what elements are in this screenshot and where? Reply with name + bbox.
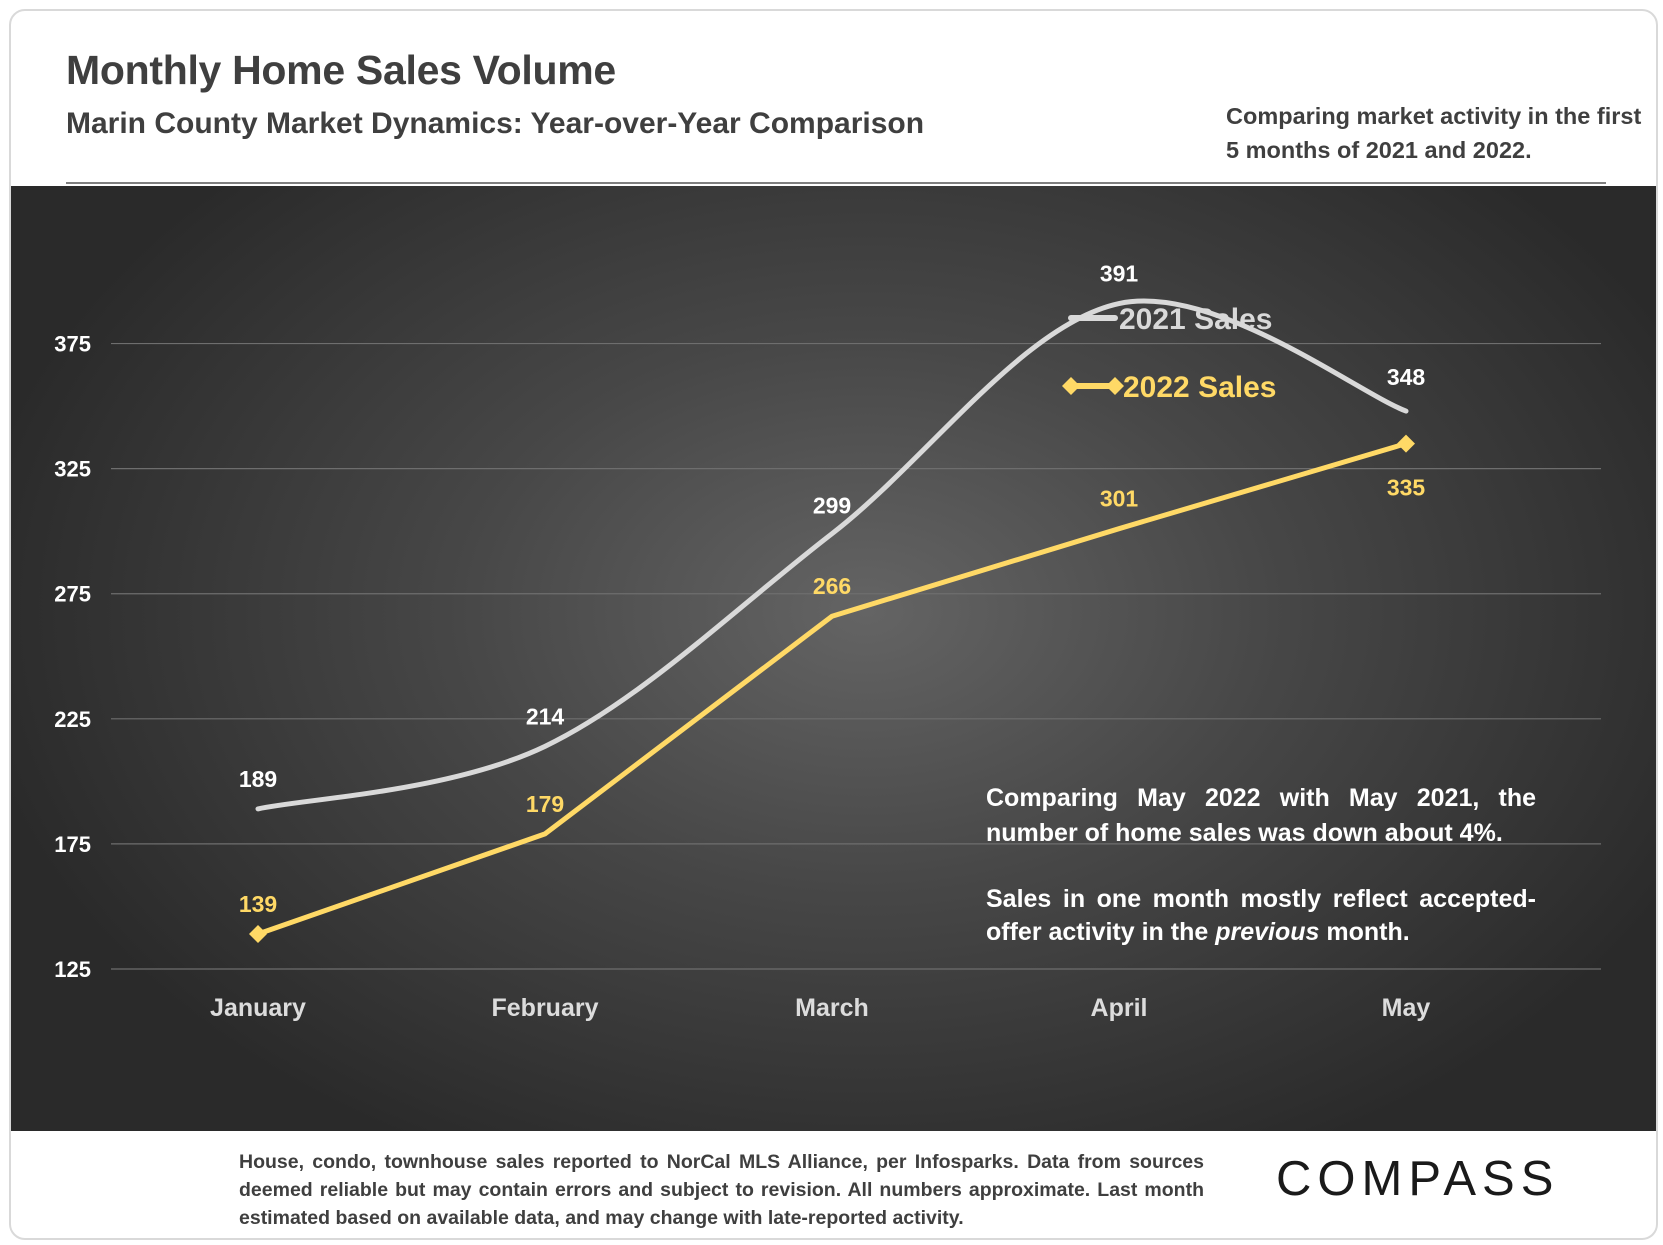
y-tick-label: 125	[54, 957, 91, 982]
x-tick-label: February	[492, 994, 599, 1022]
source-footnote: House, condo, townhouse sales reported t…	[239, 1151, 1204, 1229]
plot-area: 125 175 225 275 325 375 January February March Ap…	[11, 186, 1656, 1131]
data-label: 299	[813, 493, 851, 519]
y-tick-label: 375	[54, 332, 91, 357]
compass-logo: COMPASS	[1276, 1152, 1560, 1206]
chart-subtitle: Marin County Market Dynamics: Year-over-…	[66, 107, 925, 140]
commentary-text-2: Sales in one month mostly reflect accept…	[986, 883, 1536, 949]
data-label: 139	[239, 891, 277, 917]
series-line-1	[255, 298, 1409, 812]
legend-label-2022: 2022 Sales	[1123, 371, 1276, 404]
commentary-text-2a: Sales in one month mostly reflect accept…	[986, 885, 1536, 946]
x-tick-label: January	[210, 994, 306, 1022]
commentary-emphasis: previous	[1215, 918, 1320, 946]
series-marker	[1397, 434, 1415, 453]
x-tick-label: May	[1382, 994, 1431, 1022]
x-tick-label: April	[1091, 994, 1148, 1022]
legend-label-2021: 2021 Sales	[1119, 303, 1272, 336]
data-label: 266	[813, 573, 851, 599]
data-label: 214	[526, 703, 565, 729]
y-tick-label: 225	[54, 707, 91, 732]
data-label: 391	[1100, 261, 1139, 287]
line-chart: 125 175 225 275 325 375 January February March Ap…	[54, 261, 1601, 1022]
data-label: 179	[526, 791, 564, 817]
x-tick-label: March	[795, 994, 869, 1022]
header-divider	[66, 182, 1606, 184]
commentary-text-2b: month.	[1319, 918, 1410, 946]
y-tick-label: 325	[54, 457, 91, 482]
data-label: 348	[1387, 364, 1426, 390]
header-note: Comparing market activity in the first 5…	[1226, 103, 1642, 163]
data-label: 335	[1387, 475, 1426, 501]
data-label: 301	[1100, 486, 1139, 512]
series-line-2	[255, 441, 1409, 937]
commentary-box: Comparing May 2022 with May 2021, the nu…	[986, 781, 1536, 981]
legend-marker-2022	[1106, 377, 1124, 395]
series-marker	[249, 924, 267, 943]
commentary-text-1: Comparing May 2022 with May 2021, the nu…	[986, 784, 1536, 847]
chart-card: Monthly Home Sales Volume Marin County M…	[9, 9, 1658, 1240]
legend-marker-2022	[1062, 377, 1080, 395]
data-label: 189	[239, 766, 277, 792]
y-tick-label: 275	[54, 582, 91, 607]
y-tick-label: 175	[54, 832, 91, 857]
chart-title: Monthly Home Sales Volume	[66, 47, 616, 93]
